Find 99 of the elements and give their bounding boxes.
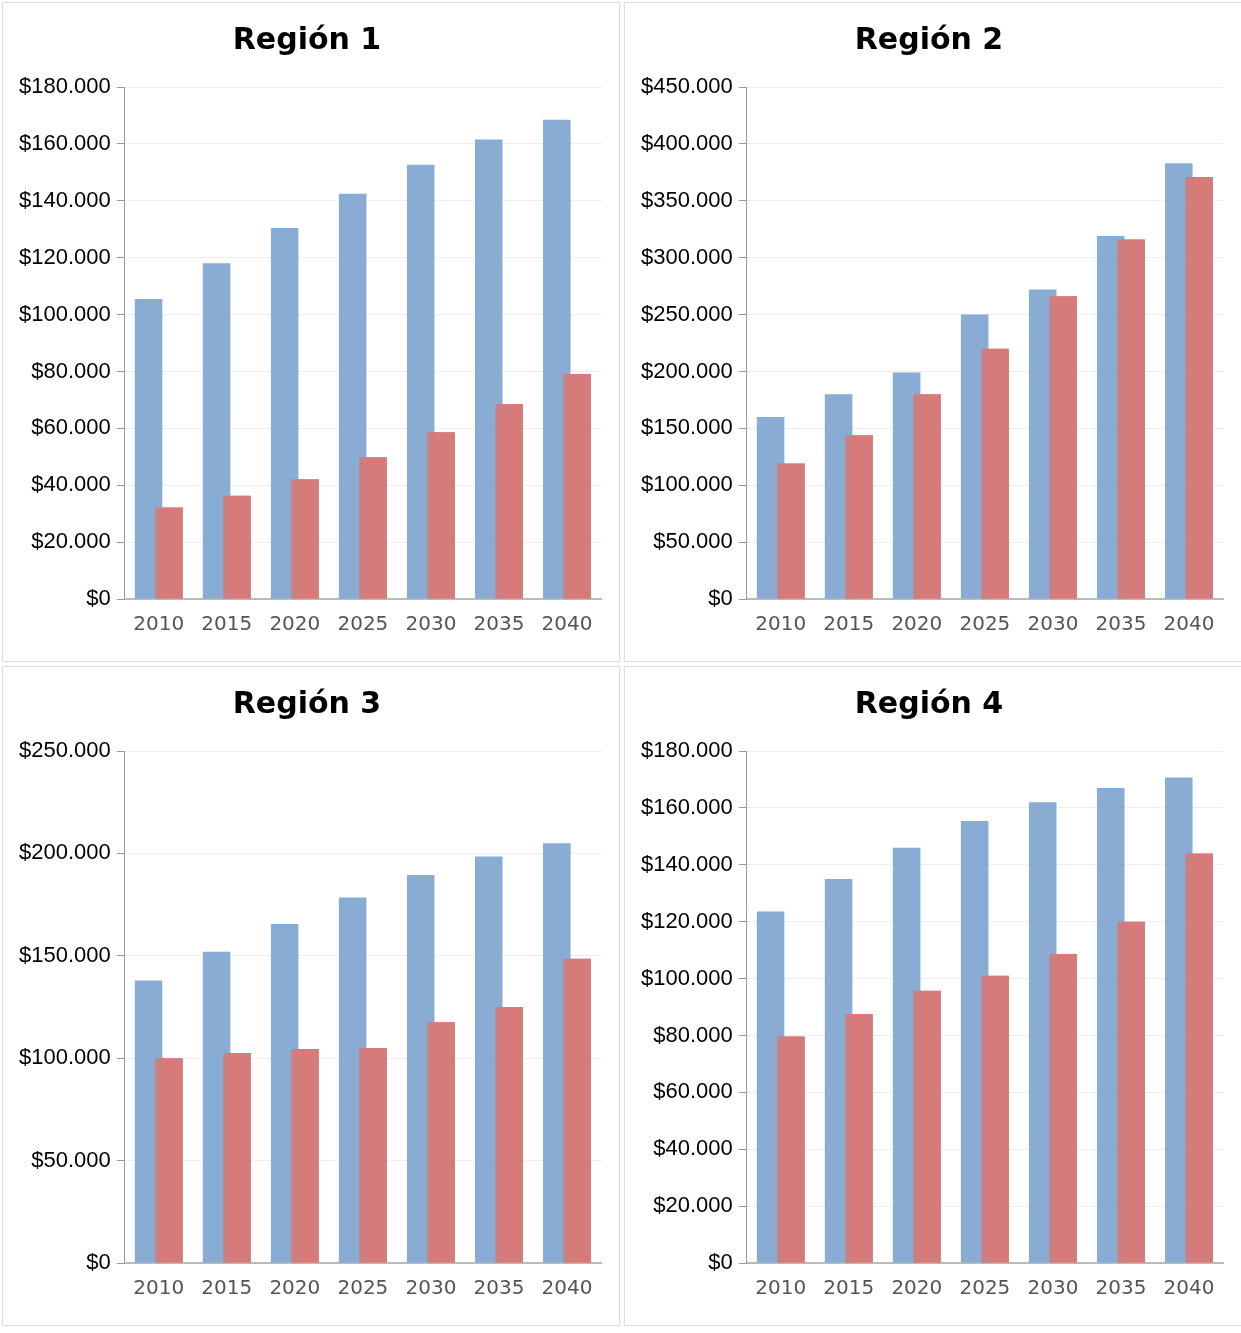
x-tick-label: 2030 <box>405 611 457 636</box>
y-tick-label: $100.000 <box>640 964 733 990</box>
bar <box>270 228 299 599</box>
x-tick-label: 2020 <box>269 1275 321 1300</box>
x-tick-label: 2040 <box>1163 1275 1215 1300</box>
y-tick-label: $40.000 <box>653 1135 733 1161</box>
y-tick-label: $20.000 <box>653 1192 733 1218</box>
x-tick-label: 2010 <box>133 1275 185 1300</box>
x-tick-label: 2040 <box>541 1275 593 1300</box>
y-tick-label: $0 <box>86 1249 111 1275</box>
bar <box>1049 296 1077 599</box>
y-tick-label: $100.000 <box>640 471 733 497</box>
x-tick-label: 2020 <box>269 611 321 636</box>
bar <box>913 394 941 599</box>
y-tick-label: $400.000 <box>640 129 733 155</box>
bar <box>495 1007 523 1263</box>
chart-title: Región 3 <box>232 684 382 720</box>
x-tick-label: 2015 <box>823 1275 875 1300</box>
x-tick-label: 2030 <box>405 1275 457 1300</box>
bar <box>563 958 591 1263</box>
chart-title: Región 2 <box>854 20 1004 56</box>
bar <box>202 263 231 599</box>
y-tick-label: $160.000 <box>640 793 733 819</box>
bar <box>359 457 387 599</box>
x-tick-label: 2025 <box>959 1275 1011 1300</box>
bar <box>563 374 591 599</box>
y-tick-label: $120.000 <box>18 243 111 269</box>
y-tick-label: $250.000 <box>18 737 111 763</box>
y-tick-label: $20.000 <box>31 528 111 554</box>
x-tick-label: 2010 <box>755 611 807 636</box>
y-tick-label: $60.000 <box>31 414 111 440</box>
y-tick-label: $40.000 <box>31 471 111 497</box>
bar <box>291 479 319 599</box>
y-tick-label: $150.000 <box>18 941 111 967</box>
y-tick-label: $140.000 <box>640 850 733 876</box>
y-tick-label: $140.000 <box>18 186 111 212</box>
y-tick-label: $100.000 <box>18 1044 111 1070</box>
y-tick-label: $0 <box>86 585 111 611</box>
y-tick-label: $50.000 <box>31 1146 111 1172</box>
y-tick-label: $200.000 <box>18 839 111 865</box>
x-tick-label: 2015 <box>823 611 875 636</box>
y-tick-label: $80.000 <box>31 357 111 383</box>
y-tick-label: $300.000 <box>640 243 733 269</box>
bar <box>223 1053 251 1263</box>
y-tick-label: $0 <box>708 585 733 611</box>
y-tick-label: $160.000 <box>18 129 111 155</box>
x-tick-label: 2015 <box>201 1275 253 1300</box>
bar <box>495 404 523 599</box>
x-tick-label: 2020 <box>891 1275 943 1300</box>
x-tick-label: 2010 <box>133 611 185 636</box>
bar <box>845 435 873 599</box>
y-tick-label: $350.000 <box>640 186 733 212</box>
bar <box>155 1058 183 1263</box>
y-tick-label: $120.000 <box>640 907 733 933</box>
x-tick-label: 2035 <box>1095 611 1147 636</box>
x-tick-label: 2040 <box>541 611 593 636</box>
bar <box>1117 921 1145 1263</box>
x-tick-label: 2035 <box>1095 1275 1147 1300</box>
x-tick-label: 2020 <box>891 611 943 636</box>
bar <box>913 990 941 1263</box>
y-tick-label: $150.000 <box>640 414 733 440</box>
bar <box>223 495 251 599</box>
bar <box>155 507 183 599</box>
x-tick-label: 2035 <box>473 1275 525 1300</box>
x-tick-label: 2025 <box>337 611 389 636</box>
x-tick-label: 2030 <box>1027 1275 1079 1300</box>
x-tick-label: 2035 <box>473 611 525 636</box>
y-tick-label: $80.000 <box>653 1021 733 1047</box>
y-tick-label: $180.000 <box>18 73 111 99</box>
y-tick-label: $180.000 <box>640 737 733 763</box>
y-tick-label: $0 <box>708 1249 733 1275</box>
bar <box>427 432 455 599</box>
x-tick-label: 2025 <box>337 1275 389 1300</box>
bar <box>981 348 1009 599</box>
chart-title: Región 4 <box>854 684 1004 720</box>
y-tick-label: $100.000 <box>18 300 111 326</box>
bar <box>134 298 163 599</box>
chart-title: Región 1 <box>232 20 382 56</box>
bar <box>981 975 1009 1263</box>
y-tick-label: $250.000 <box>640 300 733 326</box>
x-tick-label: 2030 <box>1027 611 1079 636</box>
x-tick-label: 2025 <box>959 611 1011 636</box>
bar <box>359 1047 387 1263</box>
x-tick-label: 2010 <box>755 1275 807 1300</box>
bar <box>777 463 805 599</box>
bar <box>1049 954 1077 1263</box>
bar <box>1185 176 1213 599</box>
bar <box>777 1036 805 1263</box>
y-tick-label: $60.000 <box>653 1078 733 1104</box>
y-tick-label: $200.000 <box>640 357 733 383</box>
bar <box>427 1022 455 1263</box>
bar <box>1117 239 1145 599</box>
x-tick-label: 2015 <box>201 611 253 636</box>
bar <box>1185 853 1213 1263</box>
bar <box>291 1048 319 1263</box>
y-tick-label: $50.000 <box>653 528 733 554</box>
bar <box>845 1014 873 1263</box>
y-tick-label: $450.000 <box>640 73 733 99</box>
x-tick-label: 2040 <box>1163 611 1215 636</box>
